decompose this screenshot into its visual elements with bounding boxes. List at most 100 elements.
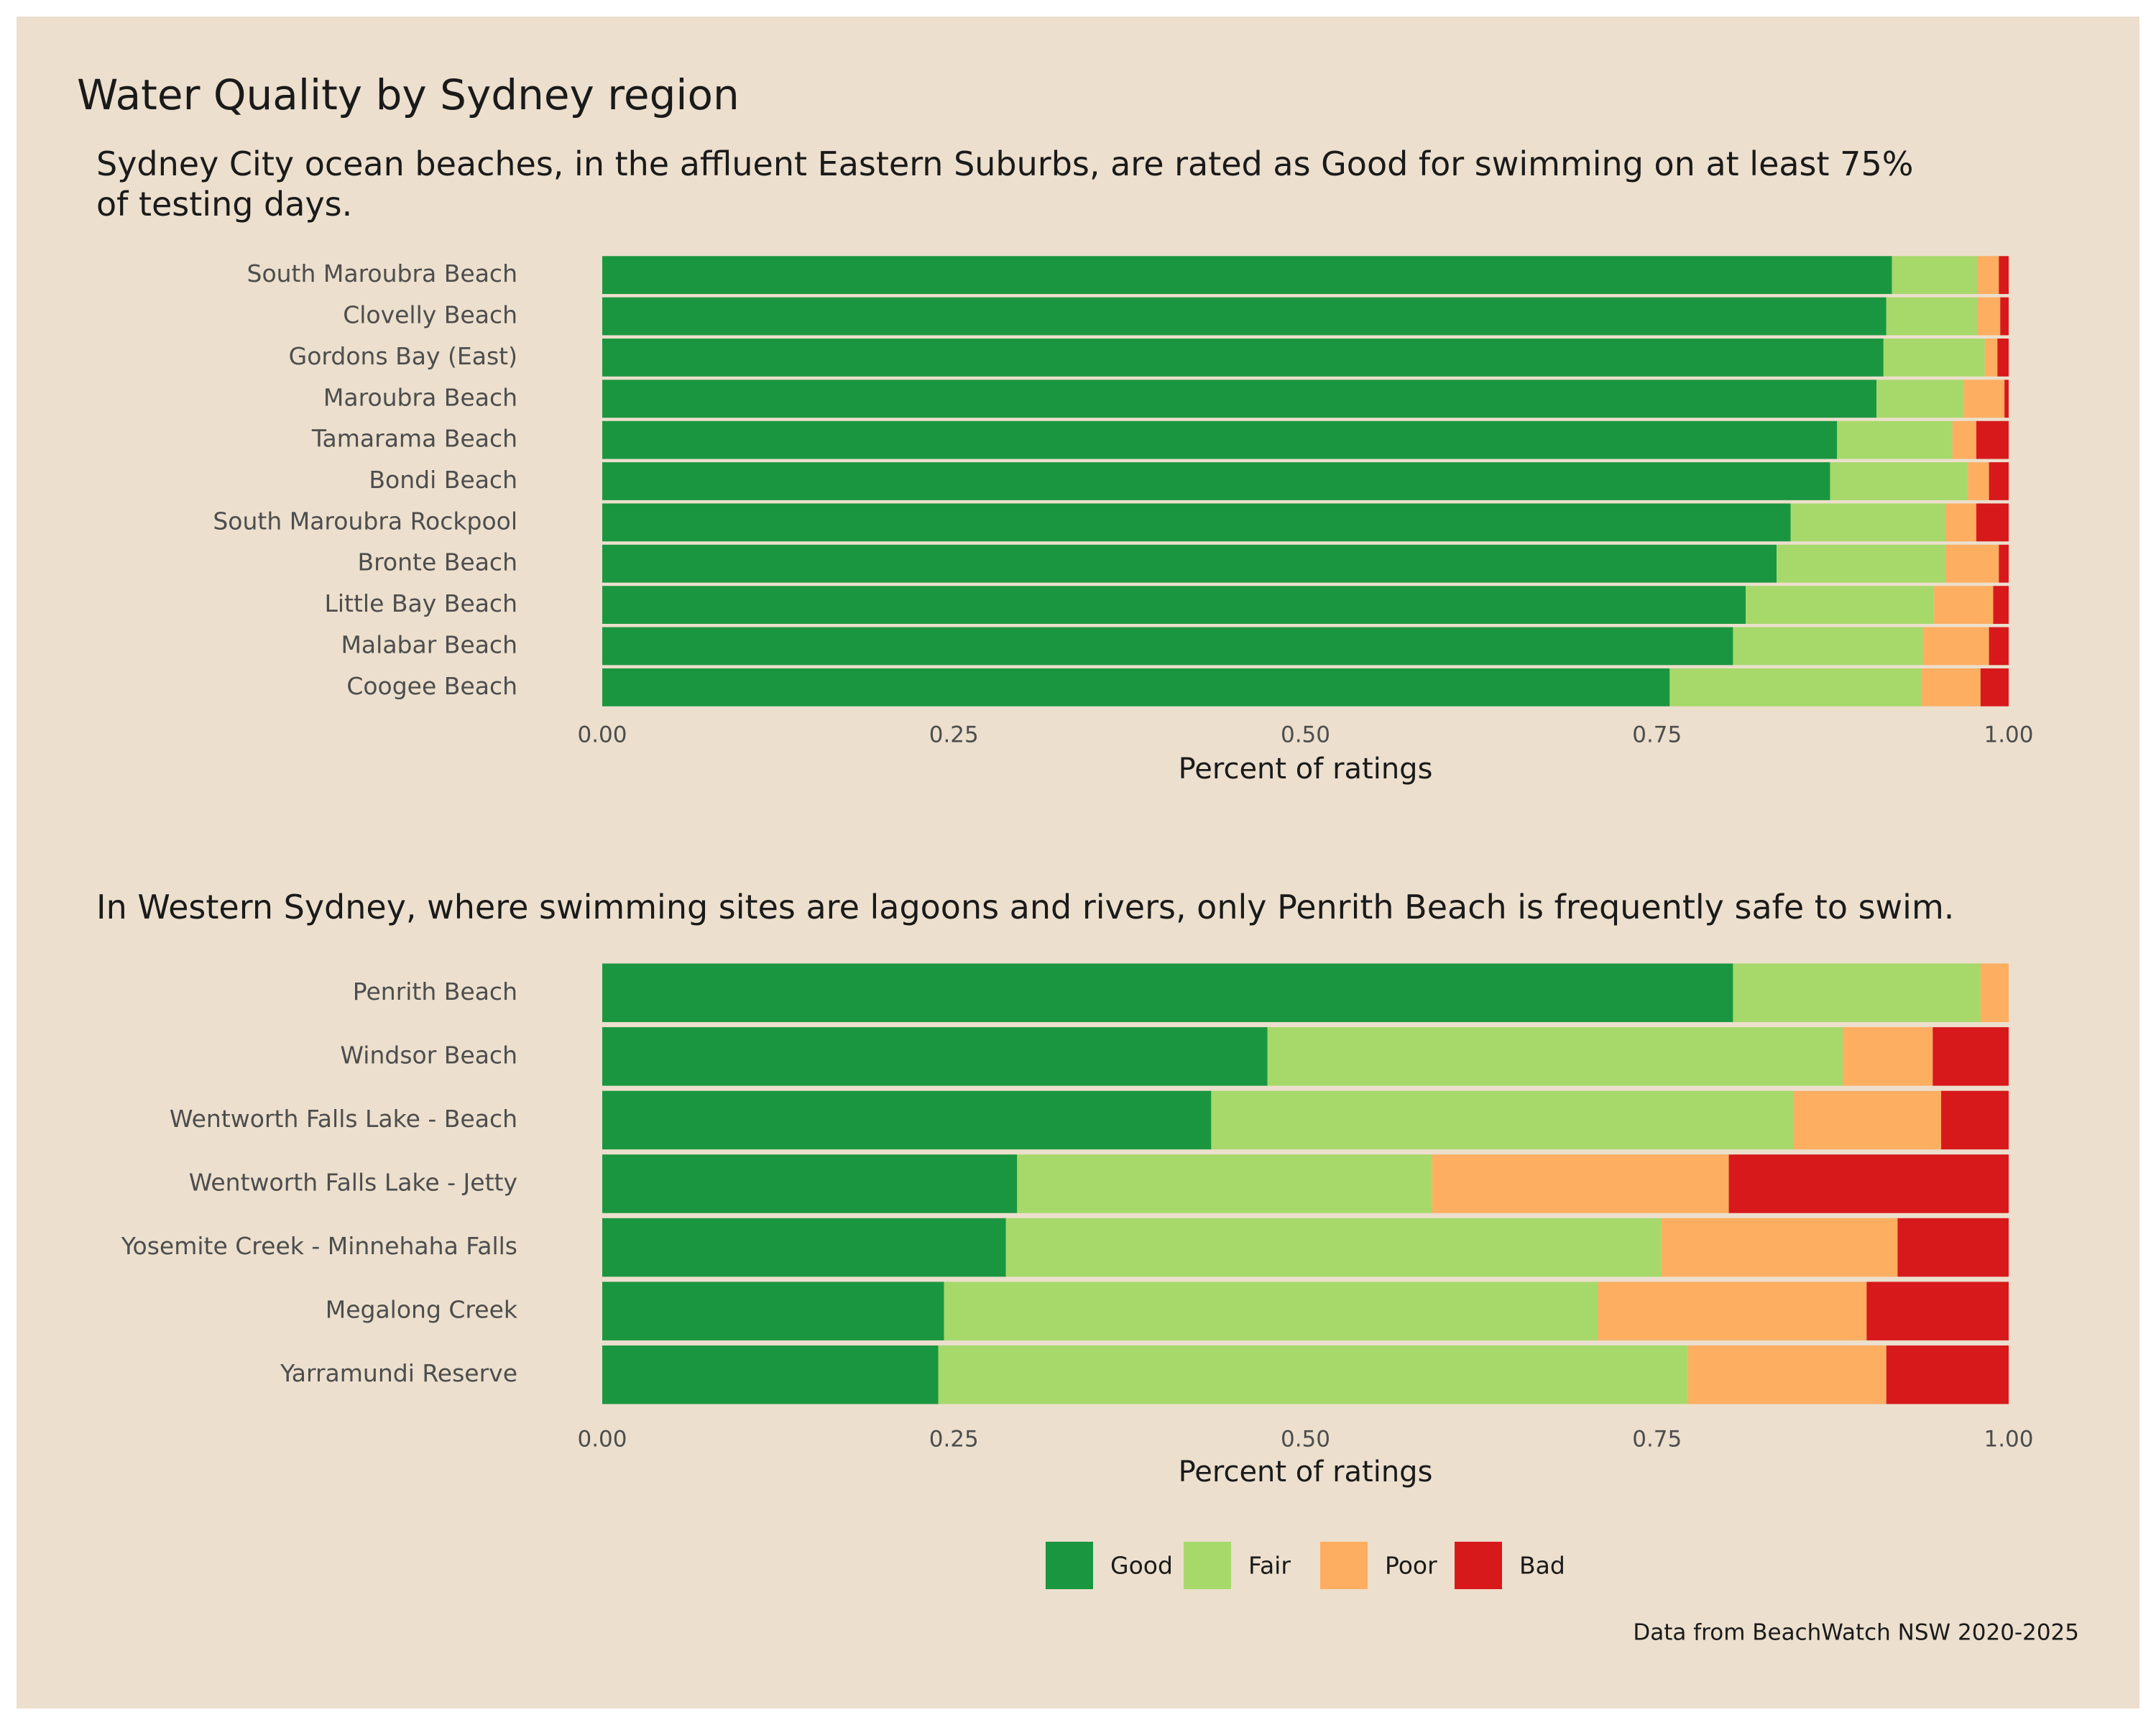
bar-segment [1932, 1027, 2009, 1086]
y-tick-label: Malabar Beach [341, 630, 517, 658]
x-tick-label: 0.00 [577, 1427, 627, 1453]
bar-segment [1897, 1218, 2009, 1277]
bar-segment [938, 1345, 1688, 1404]
y-tick-label: Megalong Creek [326, 1296, 518, 1324]
y-tick-label: South Maroubra Beach [247, 259, 518, 288]
bar-segment [1746, 586, 1935, 624]
bar-segment [602, 1282, 944, 1340]
bar-segment [602, 1154, 1018, 1213]
y-tick-label: Maroubra Beach [323, 383, 517, 411]
bar-segment [1980, 963, 2009, 1023]
y-tick-label: Bondi Beach [369, 466, 517, 494]
bar-segment [1733, 627, 1923, 666]
x-tick-label: 0.50 [1281, 1427, 1330, 1453]
legend-label: Fair [1248, 1552, 1291, 1580]
bar-segment [1886, 297, 1978, 336]
y-tick-label: Yarramundi Reserve [280, 1359, 517, 1387]
bar-segment [1922, 627, 1989, 666]
y-tick-label: Wentworth Falls Lake - Jetty [189, 1169, 517, 1197]
bar-segment [602, 668, 1670, 707]
bar-segment [602, 544, 1777, 583]
bar-segment [1999, 544, 2009, 583]
bar-segment [1999, 256, 2009, 295]
x-tick-label: 0.25 [929, 722, 979, 748]
bar-segment [602, 339, 1884, 377]
x-axis-title: Percent of ratings [1179, 753, 1433, 786]
bar-segment [602, 256, 1892, 295]
legend-swatch [1455, 1542, 1502, 1589]
bar-segment [1432, 1154, 1729, 1213]
bar-segment [1989, 462, 2009, 500]
bar-segment [1669, 668, 1922, 707]
chart-title: Water Quality by Sydney region [77, 70, 740, 119]
caption: Data from BeachWatch NSW 2020-2025 [1633, 1620, 2079, 1646]
bar-segment [1945, 503, 1976, 542]
bar-segment [1876, 380, 1964, 418]
x-tick-label: 1.00 [1984, 1427, 2033, 1453]
bar-segment [1777, 544, 1945, 583]
bar-segment [1989, 627, 2009, 666]
x-tick-label: 0.75 [1632, 1427, 1682, 1453]
bar-segment [1598, 1282, 1867, 1340]
bar-segment [1892, 256, 1978, 295]
y-tick-label: Little Bay Beach [325, 589, 518, 617]
legend-swatch [1046, 1542, 1093, 1589]
y-tick-label: Windsor Beach [340, 1041, 517, 1069]
bar-segment [1267, 1027, 1843, 1086]
bar-segment [1945, 544, 1999, 583]
x-tick-label: 0.50 [1281, 722, 1330, 748]
bar-segment [1921, 668, 1981, 707]
bar-segment [602, 1345, 939, 1404]
bar-segment [1793, 1090, 1942, 1150]
y-tick-label: Penrith Beach [353, 978, 517, 1006]
y-tick-label: Yosemite Creek - Minnehaha Falls [121, 1232, 517, 1260]
bar-segment [1728, 1154, 2009, 1213]
bar-segment [2000, 297, 2009, 336]
bar-segment [602, 380, 1877, 418]
y-tick-label: Tamarama Beach [311, 425, 517, 453]
y-tick-label: Coogee Beach [346, 672, 517, 700]
y-tick-label: South Maroubra Rockpool [213, 507, 517, 535]
x-tick-label: 0.25 [929, 1427, 979, 1453]
bar-segment [2004, 380, 2009, 418]
bar-segment [1843, 1027, 1933, 1086]
bar-segment [1968, 462, 1989, 500]
y-tick-label: Clovelly Beach [343, 301, 517, 329]
bar-segment [1017, 1154, 1432, 1213]
bar-segment [1976, 420, 2009, 459]
bar-segment [602, 1218, 1006, 1277]
x-tick-label: 0.75 [1632, 722, 1682, 748]
legend-label: Poor [1385, 1552, 1437, 1580]
bar-segment [1733, 963, 1981, 1023]
legend-swatch [1320, 1542, 1368, 1589]
bar-segment [1883, 339, 1985, 377]
bar-segment [1993, 586, 2009, 624]
subtitle: Sydney City ocean beaches, in the afflue… [96, 144, 1914, 224]
bar-segment [602, 1090, 1212, 1150]
bar-segment [602, 420, 1838, 459]
bar-segment [602, 462, 1830, 500]
y-tick-label: Gordons Bay (East) [289, 342, 517, 370]
bar-segment [602, 627, 1733, 666]
bar-segment [1977, 256, 1999, 295]
bar-segment [1941, 1090, 2009, 1150]
legend-label: Good [1110, 1552, 1173, 1580]
bar-segment [1997, 339, 2009, 377]
bar-segment [1976, 503, 2009, 542]
bar-segment [1934, 586, 1994, 624]
legend-label: Bad [1519, 1552, 1565, 1580]
bar-segment [1866, 1282, 2009, 1340]
legend-swatch [1184, 1542, 1231, 1589]
bar-segment [1886, 1345, 2009, 1404]
y-tick-label: Wentworth Falls Lake - Beach [170, 1105, 517, 1133]
bar-segment [602, 503, 1791, 542]
x-tick-label: 1.00 [1984, 722, 2033, 748]
x-axis-title: Percent of ratings [1179, 1455, 1433, 1489]
bar-segment [1661, 1218, 1898, 1277]
bar-segment [944, 1282, 1598, 1340]
bar-segment [1984, 339, 1998, 377]
bar-segment [602, 297, 1886, 336]
bar-segment [602, 1027, 1268, 1086]
